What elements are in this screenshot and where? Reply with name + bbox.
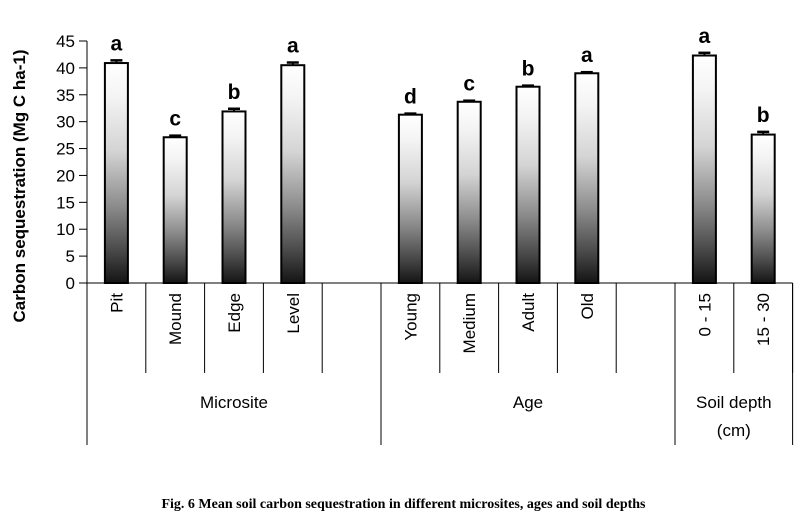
significance-letter: b (522, 58, 535, 81)
bar (691, 54, 717, 284)
bar (103, 62, 129, 284)
bar (515, 85, 541, 285)
bar (280, 64, 306, 284)
bar (162, 136, 188, 284)
y-tick-label: 0 (66, 274, 75, 293)
y-tick-label: 5 (66, 247, 75, 266)
y-tick-label: 35 (56, 86, 75, 105)
y-axis-label: Carbon sequestration (Mg C ha-1) (10, 50, 29, 323)
y-tick-label: 40 (56, 59, 75, 78)
bar (456, 100, 482, 284)
bar (221, 110, 247, 285)
y-tick-label: 45 (56, 32, 75, 51)
significance-letter: a (581, 44, 593, 67)
significance-letter: d (404, 86, 417, 109)
significance-letter: a (699, 25, 711, 48)
y-tick-label: 15 (56, 193, 75, 212)
y-tick-label: 10 (56, 220, 75, 239)
group-label: Microsite (200, 393, 268, 412)
bar (574, 72, 600, 285)
y-tick-label: 25 (56, 140, 75, 159)
significance-letter: c (169, 108, 181, 131)
category-label: Old (578, 293, 597, 319)
category-label: 15 - 30 (754, 293, 773, 346)
significance-letter: b (228, 81, 241, 104)
category-label: 0 - 15 (695, 293, 714, 336)
bar-chart: Carbon sequestration (Mg C ha-1) 0 5 10 15 2… (10, 25, 794, 445)
significance-letter: c (463, 73, 475, 96)
category-label: Level (284, 293, 303, 334)
category-label: Edge (225, 293, 244, 333)
bars: a c b a d c b a a b (103, 25, 776, 285)
category-label: Mound (166, 293, 185, 345)
bar (397, 113, 423, 284)
group-label: Age (513, 393, 543, 412)
category-label: Young (401, 293, 420, 341)
significance-letter: a (287, 35, 299, 58)
group-label-line2: (cm) (717, 421, 751, 440)
y-tick-label: 20 (56, 166, 75, 185)
bar (750, 133, 776, 284)
significance-letter: b (757, 104, 770, 127)
category-label: Medium (460, 293, 479, 353)
category-label: Pit (107, 293, 126, 313)
significance-letter: a (111, 32, 123, 55)
group-label: Soil depth (696, 393, 772, 412)
x-axis: Microsite Age Soil depth (cm) Pit Mound Edge Le… (79, 282, 794, 445)
y-tick-label: 30 (56, 113, 75, 132)
figure-caption: Fig. 6 Mean soil carbon sequestration in… (161, 497, 646, 512)
y-axis: 0 5 10 15 20 25 30 35 40 45 (56, 32, 88, 293)
category-label: Adult (519, 293, 538, 332)
